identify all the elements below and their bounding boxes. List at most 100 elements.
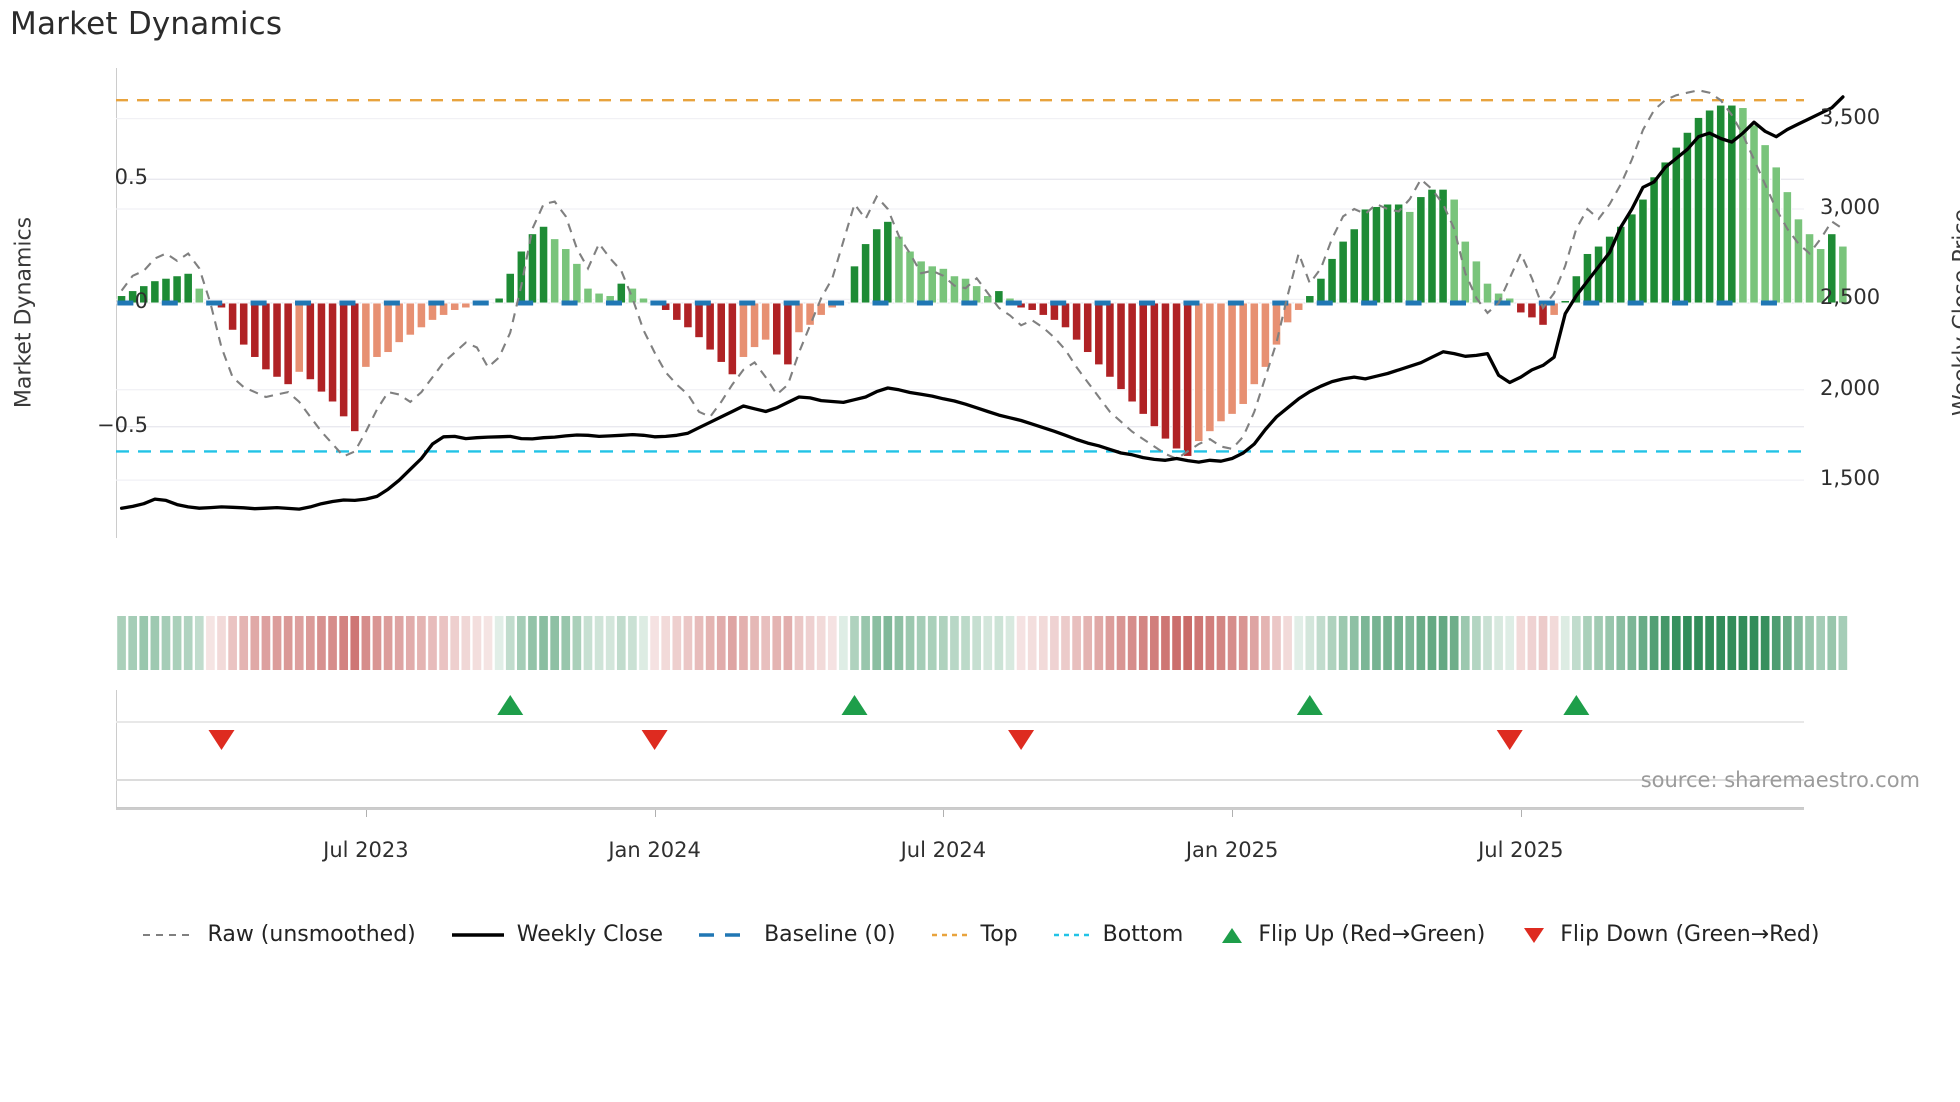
y-tick-label-right: 2,000 — [1820, 375, 1881, 400]
bar — [905, 250, 915, 304]
bar — [538, 225, 549, 304]
bar — [1127, 302, 1137, 403]
heat-strip-cell — [1216, 616, 1226, 670]
bar — [572, 262, 582, 304]
heat-strip-cell — [1483, 616, 1492, 670]
heat-strip-cell — [1027, 616, 1037, 670]
bar — [938, 267, 949, 304]
x-tick-mark — [1232, 808, 1234, 817]
heat-strip-cell — [1016, 616, 1026, 670]
bar — [1471, 260, 1482, 304]
x-tick-label: Jan 2025 — [1185, 838, 1279, 862]
heat-strip-cell — [1794, 616, 1803, 670]
heat-strip-cell — [161, 616, 171, 670]
legend-item-2[interactable]: Baseline (0) — [680, 922, 912, 947]
bar — [583, 287, 593, 304]
bar — [1804, 233, 1815, 304]
legend-item-3[interactable]: Top — [913, 922, 1035, 947]
heat-strip-cell — [1294, 616, 1304, 670]
heat-strip-cell — [1538, 616, 1548, 670]
bar — [505, 272, 515, 304]
baseline-segment — [1583, 300, 1600, 306]
red-down-triangle-icon — [1524, 927, 1545, 943]
legend-label: Raw (unsmoothed) — [207, 922, 416, 947]
y-tick-label-left: 0 — [134, 289, 148, 313]
heat-strip-cell — [628, 616, 637, 670]
heat-strip-cell — [1005, 616, 1015, 670]
baseline-segment — [605, 300, 623, 306]
bar — [294, 302, 304, 373]
heat-strip-cell — [1394, 616, 1403, 670]
heat-strip-cell — [1616, 616, 1626, 670]
heat-strip-cell — [705, 616, 715, 670]
heat-strip-cell — [1305, 616, 1315, 670]
heat-strip-cell — [972, 616, 981, 670]
heat-strip-cell — [1771, 616, 1781, 670]
bar — [960, 277, 971, 304]
heat-strip-cell — [1727, 616, 1737, 670]
bar — [749, 302, 760, 348]
legend-item-4[interactable]: Bottom — [1035, 922, 1201, 947]
heat-strip-cell — [494, 616, 504, 670]
heat-strip-cell — [572, 616, 582, 670]
bar — [272, 302, 282, 378]
bar — [239, 302, 249, 346]
legend-item-5[interactable]: Flip Up (Red→Green) — [1200, 922, 1502, 947]
flip-up-marker — [1563, 695, 1590, 715]
bar — [1416, 196, 1426, 304]
heat-strip-cell — [472, 616, 482, 670]
legend-label: Top — [980, 922, 1018, 947]
y-tick-label-right: 1,500 — [1820, 466, 1881, 491]
legend-item-1[interactable]: Weekly Close — [433, 922, 680, 947]
legend-item-6[interactable]: Flip Down (Green→Red) — [1502, 922, 1836, 947]
heat-strip-cell — [1316, 616, 1326, 670]
heat-strip-cell — [1094, 616, 1104, 670]
heat-strip-cell — [172, 616, 182, 670]
bar — [1693, 117, 1704, 304]
bar — [738, 302, 749, 358]
bar — [760, 302, 771, 341]
heat-strip-cell — [739, 616, 748, 670]
y-tick-label-right: 2,500 — [1820, 285, 1881, 310]
bar — [450, 302, 460, 311]
bar — [627, 287, 638, 304]
bar — [383, 302, 393, 353]
heat-strip-cell — [1161, 616, 1170, 670]
bar — [816, 302, 826, 316]
heat-strip-cell — [639, 616, 648, 670]
heat-strip-cell — [1583, 616, 1592, 670]
legend-label: Weekly Close — [516, 922, 664, 947]
bar — [1660, 161, 1670, 304]
bar — [416, 302, 427, 329]
heat-strip-cell — [1460, 616, 1470, 670]
bar — [883, 220, 893, 304]
chart-legend: Raw (unsmoothed) Weekly Close Baseline (0)… — [0, 922, 1960, 947]
heat-strip-cell — [139, 616, 149, 670]
heat-strip-cell — [1183, 616, 1192, 670]
baseline-segment — [1272, 300, 1289, 306]
bar — [872, 228, 882, 304]
bar — [638, 297, 649, 304]
baseline-segment — [1094, 300, 1111, 306]
bar — [1593, 245, 1604, 304]
x-tick-mark — [365, 808, 367, 817]
heat-strip-cell — [372, 616, 382, 670]
heat-strip-cell — [1172, 616, 1181, 670]
bar — [1438, 188, 1448, 304]
heat-strip-cell — [672, 616, 682, 670]
bar — [1671, 146, 1681, 304]
heat-strip-cell — [461, 616, 471, 670]
bar — [1682, 131, 1693, 304]
heat-strip-cell — [1227, 616, 1237, 670]
legend-item-0[interactable]: Raw (unsmoothed) — [124, 922, 433, 947]
heat-strip-cell — [217, 616, 226, 670]
baseline-segment — [1316, 300, 1333, 306]
heat-strip-cell — [728, 616, 737, 670]
bar — [1382, 203, 1393, 304]
bar — [1738, 107, 1748, 304]
bar — [994, 290, 1004, 304]
heat-strip-cell — [1805, 616, 1814, 670]
x-axis-rule — [116, 808, 1804, 810]
bar — [1560, 300, 1570, 304]
source-attribution: source: sharemaestro.com — [1640, 768, 1920, 792]
